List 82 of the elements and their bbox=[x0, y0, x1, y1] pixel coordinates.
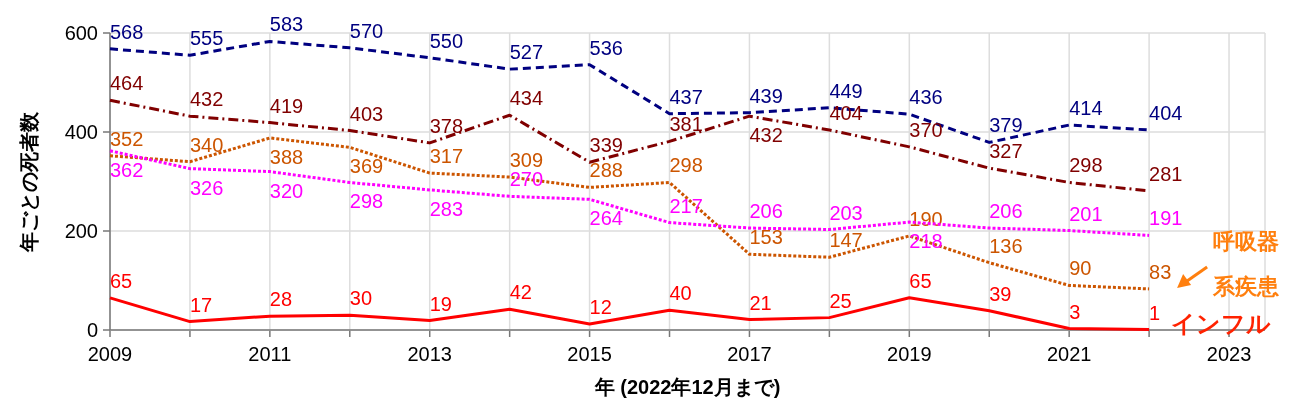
data-label: 404 bbox=[829, 102, 863, 125]
data-label: 437 bbox=[669, 85, 703, 108]
x-tick-label: 2019 bbox=[887, 343, 932, 365]
y-tick-label: 0 bbox=[86, 319, 98, 341]
data-label: 583 bbox=[269, 13, 304, 36]
x-tick-label: 2009 bbox=[87, 343, 133, 365]
data-label: 281 bbox=[1149, 162, 1183, 185]
data-label: 283 bbox=[429, 197, 464, 220]
data-label: 320 bbox=[269, 179, 304, 202]
data-label: 432 bbox=[189, 88, 224, 111]
data-label: 449 bbox=[829, 79, 863, 102]
data-label: 153 bbox=[749, 226, 783, 249]
data-label: 570 bbox=[349, 19, 384, 42]
data-label: 1 bbox=[1149, 301, 1161, 324]
data-label: 83 bbox=[1149, 260, 1172, 283]
x-tick-label: 2017 bbox=[727, 343, 772, 365]
data-label: 298 bbox=[669, 154, 703, 177]
data-label: 326 bbox=[189, 176, 224, 199]
data-label: 414 bbox=[1069, 97, 1103, 120]
data-label: 298 bbox=[349, 190, 384, 213]
data-label: 432 bbox=[749, 124, 783, 147]
data-label: 39 bbox=[989, 282, 1012, 305]
data-label: 404 bbox=[1149, 102, 1183, 125]
data-label: 381 bbox=[669, 113, 703, 136]
data-label: 309 bbox=[509, 149, 544, 172]
data-label: 434 bbox=[509, 87, 544, 110]
y-axis-title: 年ごとの死者数 bbox=[18, 110, 40, 253]
data-label: 352 bbox=[110, 127, 144, 150]
series-label: インフル bbox=[1171, 309, 1272, 337]
x-tick-label: 2021 bbox=[1046, 343, 1092, 365]
data-label: 340 bbox=[189, 133, 224, 156]
data-label: 191 bbox=[1149, 207, 1183, 230]
data-label: 439 bbox=[749, 84, 783, 107]
data-label: 136 bbox=[989, 234, 1023, 257]
y-tick-label: 200 bbox=[64, 220, 98, 242]
data-label: 288 bbox=[589, 159, 623, 182]
data-label: 378 bbox=[429, 114, 464, 137]
data-label: 264 bbox=[589, 207, 623, 230]
x-tick-label: 2023 bbox=[1206, 343, 1252, 365]
data-label: 30 bbox=[349, 287, 373, 310]
data-label: 12 bbox=[589, 296, 612, 319]
data-label: 65 bbox=[110, 269, 133, 292]
data-label: 17 bbox=[189, 293, 213, 316]
x-tick-label: 2013 bbox=[407, 343, 452, 365]
data-label: 436 bbox=[909, 86, 943, 109]
data-label: 40 bbox=[669, 282, 692, 305]
x-tick-label: 2015 bbox=[567, 343, 612, 365]
data-label: 201 bbox=[1069, 202, 1103, 225]
data-label: 203 bbox=[829, 201, 863, 224]
data-label: 362 bbox=[110, 158, 144, 181]
y-tick-label: 600 bbox=[64, 22, 98, 44]
data-label: 550 bbox=[429, 29, 464, 52]
data-label: 25 bbox=[829, 289, 852, 312]
data-label: 327 bbox=[989, 140, 1023, 163]
data-label: 42 bbox=[509, 281, 532, 304]
data-label: 298 bbox=[1069, 154, 1103, 177]
text: 呼吸器系疾患 bbox=[1212, 228, 1281, 299]
data-label: 568 bbox=[110, 20, 144, 43]
data-label: 21 bbox=[749, 291, 772, 314]
data-label: 147 bbox=[829, 229, 863, 252]
data-label: 206 bbox=[989, 200, 1023, 223]
data-label: 388 bbox=[269, 145, 304, 168]
data-label: 28 bbox=[269, 288, 293, 311]
data-label: 379 bbox=[989, 114, 1023, 137]
data-label: 419 bbox=[269, 94, 304, 117]
data-label: 555 bbox=[189, 27, 224, 50]
data-label: 206 bbox=[749, 200, 783, 223]
data-label: 369 bbox=[349, 155, 384, 178]
data-label: 370 bbox=[909, 118, 943, 141]
data-label: 536 bbox=[589, 36, 623, 59]
data-label: 464 bbox=[110, 72, 144, 95]
data-label: 65 bbox=[909, 269, 932, 292]
data-label: 403 bbox=[349, 102, 384, 125]
data-label: 3 bbox=[1069, 300, 1081, 323]
x-tick-label: 2011 bbox=[248, 343, 292, 365]
data-label: 19 bbox=[429, 292, 452, 315]
data-label: 527 bbox=[509, 41, 544, 64]
data-label: 339 bbox=[589, 134, 623, 157]
y-tick-label: 400 bbox=[64, 121, 98, 143]
x-axis-title: 年 (2022年12月まで) bbox=[593, 376, 781, 398]
data-label: 90 bbox=[1069, 257, 1092, 280]
data-label: 317 bbox=[429, 145, 464, 168]
